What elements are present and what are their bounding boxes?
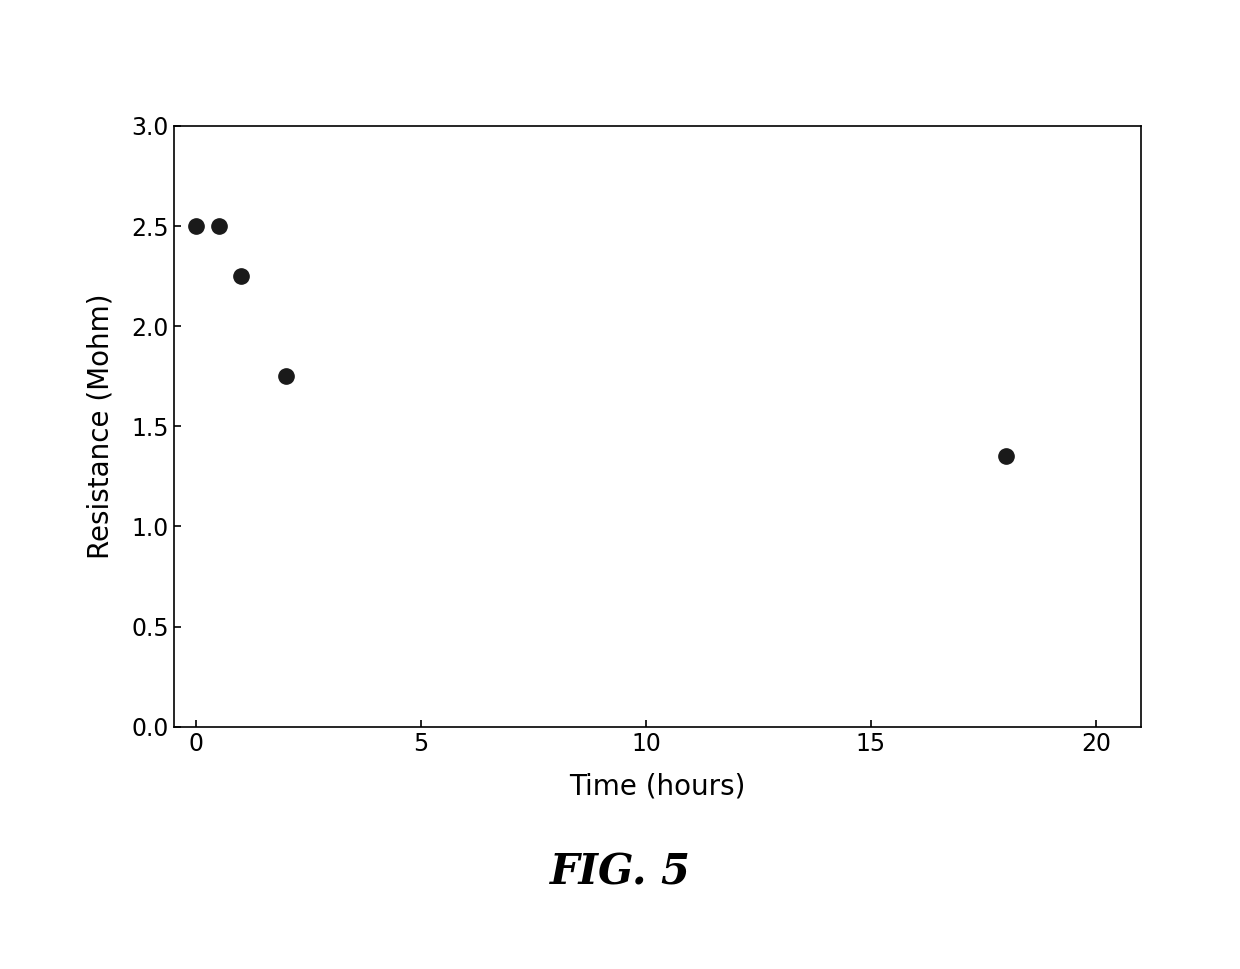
- Y-axis label: Resistance (Mohm): Resistance (Mohm): [87, 294, 114, 559]
- Point: [996, 449, 1016, 464]
- Point: [277, 368, 296, 384]
- Point: [208, 218, 228, 234]
- Point: [231, 268, 250, 284]
- X-axis label: Time (hours): Time (hours): [569, 772, 745, 800]
- Text: FIG. 5: FIG. 5: [549, 851, 691, 893]
- Point: [186, 218, 206, 234]
